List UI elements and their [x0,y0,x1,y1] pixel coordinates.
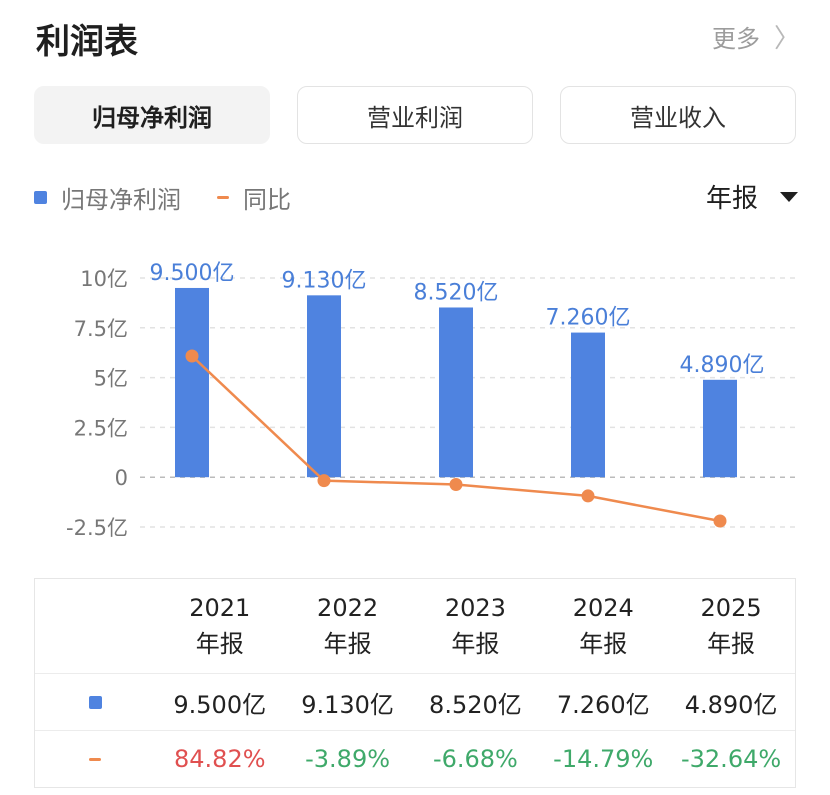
bar [175,287,209,478]
table-cell: 9.130亿 [301,690,394,719]
legend-series2: 同比 [243,186,291,214]
yoy-point [449,478,463,492]
table-cell: 84.82% [174,745,266,773]
table-row-yoy: 84.82% -3.89% -6.68% -14.79% -32.64% [35,731,795,787]
yoy-point [317,474,331,488]
period-label: 年报 [705,184,758,214]
table-cell: 7.260亿 [556,690,650,719]
bar-value-label: 4.890亿 [680,353,765,378]
table-cell: -14.79% [553,745,654,773]
bar-value-label: 7.260亿 [546,306,631,331]
bar-legend-icon [34,191,47,204]
bar [307,295,341,478]
y-tick-label: 2.5亿 [74,416,128,440]
page-title: 利润表 [36,22,138,62]
yoy-point [713,514,727,528]
bar-series-icon [88,695,102,709]
y-tick-label: 0 [115,466,128,490]
tab-operating-profit[interactable]: 营业利润 [297,86,533,144]
header-cell: 2021 年报 [189,594,251,658]
bar-value-label: 9.130亿 [282,268,367,293]
bar-line-chart: 10亿 7.5亿 5亿 2.5亿 0 -2.5亿 9.500亿 9.130亿 8.520亿 7.2… [66,261,800,540]
header-cell: 2025 年报 [700,594,762,658]
yoy-point [581,489,595,503]
table-row-profit: 9.500亿 9.130亿 8.520亿 7.260亿 4.890亿 [35,674,795,731]
table-header-row: 2021 年报 2022 年报 2023 年报 2024 年报 2025 年报 [35,579,795,674]
bar-value-label: 9.500亿 [150,261,235,286]
more-label: 更多 [711,25,760,53]
data-table: 2021 年报 2022 年报 2023 年报 2024 年报 2025 年报 9.500… [34,578,796,788]
line-series-icon [89,757,102,761]
header-cell: 2024 年报 [572,594,634,658]
table-cell: 4.890亿 [684,690,778,719]
tab-net-profit[interactable]: 归母净利润 [34,86,270,144]
bar-value-label: 8.520亿 [414,280,499,305]
y-tick-label: -2.5亿 [66,516,128,540]
dropdown-arrow-icon [780,191,798,202]
legend-series1: 归母净利润 [61,186,181,214]
bar [439,307,473,478]
table-cell: 8.520亿 [429,690,522,719]
header-cell: 2023 年报 [444,594,506,658]
table-cell: -6.68% [432,745,518,773]
y-tick-label: 5亿 [94,367,128,391]
tab-bar: 归母净利润 营业利润 营业收入 [34,86,796,146]
bar [703,379,737,478]
header-cell: 2022 年报 [317,594,379,658]
chart-legend: 归母净利润 同比 [34,180,291,215]
more-link[interactable]: 更多 〉 [712,18,800,55]
line-legend-icon [217,196,229,199]
table-cell: -3.89% [305,745,391,773]
bar [571,332,605,478]
table-cell: -32.64% [680,745,782,773]
y-tick-label: 7.5亿 [74,317,128,341]
table-cell: 9.500亿 [173,690,267,719]
chevron-right-icon: 〉 [773,24,800,54]
tab-revenue[interactable]: 营业收入 [560,86,796,144]
yoy-point [185,349,199,363]
period-dropdown[interactable]: 年报 [706,178,798,215]
y-tick-label: 10亿 [80,267,128,291]
